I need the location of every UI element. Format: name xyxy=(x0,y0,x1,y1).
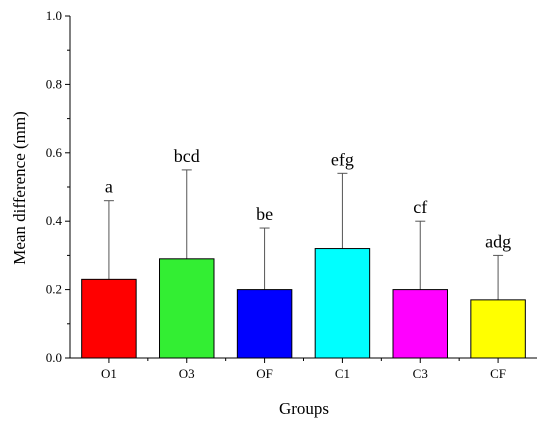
bar xyxy=(159,258,215,359)
significance-label: a xyxy=(105,177,113,197)
bar xyxy=(470,299,526,359)
bar xyxy=(314,248,371,359)
x-axis-title: Groups xyxy=(279,399,329,418)
x-tick-label: O1 xyxy=(101,366,117,381)
y-tick-label: 0.6 xyxy=(46,145,63,160)
x-tick-label: OF xyxy=(256,366,273,381)
significance-label: cf xyxy=(413,197,427,217)
y-tick-label: 1.0 xyxy=(46,8,62,23)
y-tick-label: 0.4 xyxy=(46,213,63,228)
x-tick-label: C1 xyxy=(335,366,350,381)
axes: 0.0 0.2 0.4 0.6 0.8 1.0 O1 O3 OF C1 C3 CF xyxy=(46,8,537,381)
y-tick-label: 0.0 xyxy=(46,350,62,365)
bars: a bcd be efg cf adg xyxy=(81,146,526,359)
significance-label: adg xyxy=(485,231,511,251)
x-tick-label: O3 xyxy=(179,366,195,381)
bar xyxy=(392,289,448,359)
bar xyxy=(236,289,293,359)
bar xyxy=(81,278,137,359)
significance-label: be xyxy=(256,204,273,224)
x-tick-label: CF xyxy=(490,366,506,381)
y-axis-title: Mean difference (mm) xyxy=(10,111,29,265)
significance-label: bcd xyxy=(174,146,200,166)
y-tick-label: 0.2 xyxy=(46,282,62,297)
significance-label: efg xyxy=(331,149,354,169)
y-tick-label: 0.8 xyxy=(46,76,62,91)
x-tick-label: C3 xyxy=(413,366,428,381)
